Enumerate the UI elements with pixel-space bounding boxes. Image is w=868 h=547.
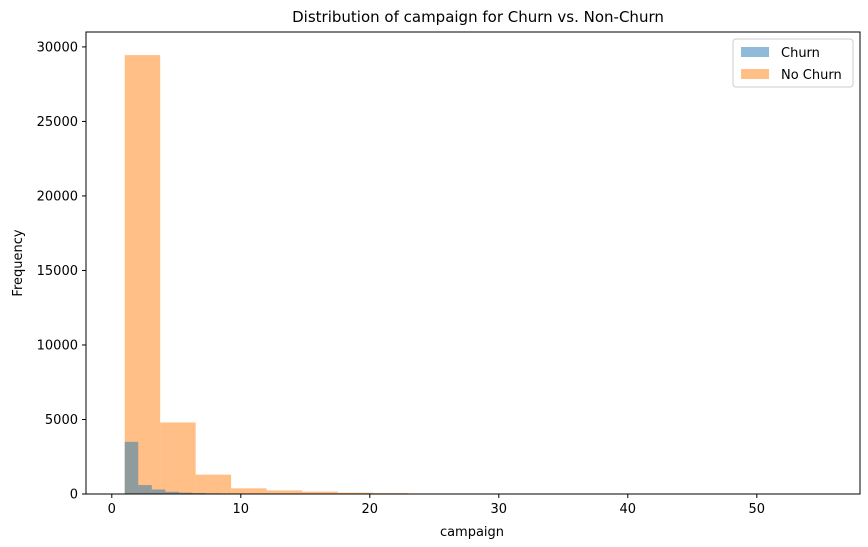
legend-swatch-no-churn [741,69,769,79]
y-tick-label: 25000 [37,115,78,130]
plot-frame [85,31,861,495]
y-tick-label: 15000 [37,264,78,279]
x-axis-ticks: 0 10 20 30 40 50 [108,494,765,517]
y-axis-ticks: 0 5000 10000 15000 20000 25000 30000 [37,40,86,503]
legend-label-churn: Churn [781,46,820,61]
y-axis-label: Frequency [11,229,26,296]
chart-title: Distribution of campaign for Churn vs. N… [292,8,664,26]
x-tick-label: 10 [233,502,250,517]
no-churn-bar [195,474,232,494]
legend: Churn No Churn [732,38,854,88]
x-tick-label: 0 [108,502,116,517]
y-tick-label: 20000 [37,189,78,204]
y-tick-label: 30000 [37,40,78,55]
churn-bar [124,441,139,494]
x-tick-label: 40 [620,502,637,517]
y-tick-label: 0 [70,488,78,503]
x-axis-label: campaign [440,525,504,540]
churn-bar [138,485,152,494]
legend-label-no-churn: No Churn [781,68,842,83]
x-tick-label: 50 [749,502,766,517]
y-tick-label: 10000 [37,338,78,353]
no-churn-bar [266,490,303,494]
no-churn-bar [302,491,338,494]
y-tick-label: 5000 [45,413,78,428]
churn-bar [178,492,193,494]
churn-bar [165,491,179,494]
no-churn-bar [337,492,374,494]
legend-swatch-churn [741,47,769,57]
churn-bar [151,489,166,494]
no-churn-bar [231,488,267,494]
no-churn-bar [160,422,196,494]
x-tick-label: 30 [491,502,508,517]
no-churn-bar [124,55,161,494]
x-tick-label: 20 [362,502,379,517]
bars-layer [124,55,835,494]
